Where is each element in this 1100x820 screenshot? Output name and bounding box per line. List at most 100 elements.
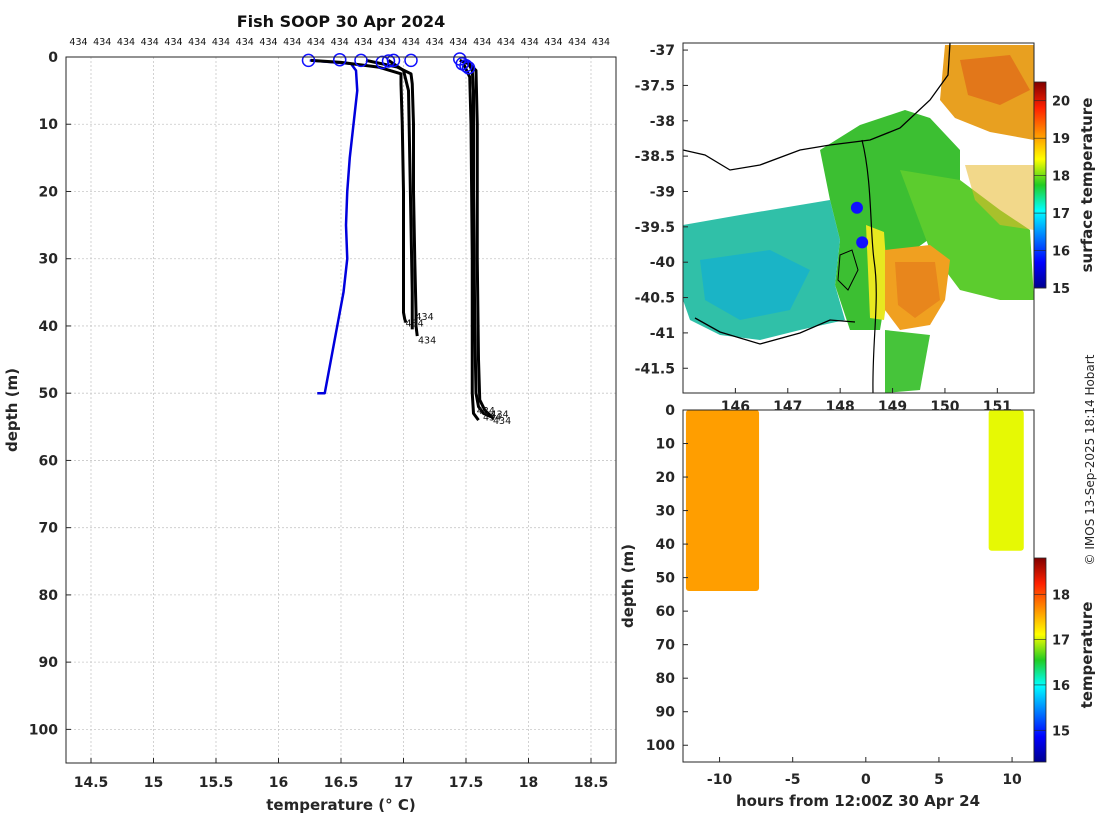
profile-top-label: 434 [521,37,539,48]
profile-x-tick-label: 14.5 [74,775,109,791]
profile-end-label: 434 [491,409,509,420]
profile-x-tick-label: 17.5 [449,775,484,791]
section-x-tick-label: 5 [934,772,944,788]
profile-y-tick-label: 60 [39,453,59,469]
credit-text: © IMOS 13-Sep-2025 18:14 Hobart [1083,354,1097,565]
profile-series [309,58,495,421]
profile-y-tick-label: 20 [39,184,59,200]
map-y-tick-label: -38.5 [635,149,675,165]
profile-line-profile-a [310,58,408,324]
map-y-ticks: -37 -37.5 -38 -38.5 -39 -39.5 -40 -40.5 -41 -41.5 [635,43,688,377]
section-x-ticks: -10 -5 0 5 10 [707,757,1022,788]
profile-y-tick-label: 10 [39,117,59,133]
profile-top-label: 434 [592,37,610,48]
section-panel: -10 -5 0 5 10 0 10 20 30 40 50 60 70 80 90 100 hours f… [619,403,1096,810]
map-y-tick-label: -41 [650,326,675,342]
section-colorbar-tick-label: 17 [1052,634,1070,649]
map-observation-markers [850,201,869,249]
profile-end-label: 434 [477,406,495,417]
map-colorbar-tick-label: 20 [1052,95,1070,110]
profile-y-tick-label: 50 [39,386,59,402]
map-coastline-tasmania [694,317,856,345]
section-y-tick-label: 70 [656,638,676,654]
figure-title: Fish SOOP 30 Apr 2024 [237,12,446,31]
profile-top-label: 434 [378,37,396,48]
profile-end-label: 434 [483,413,501,424]
map-observation-marker [856,236,869,249]
profile-top-label: 434 [426,37,444,48]
map-y-tick-label: -37.5 [635,78,675,94]
profile-grid [66,56,616,763]
profile-line-profile-e [464,59,495,420]
profile-y-tick-label: 80 [39,588,59,604]
sst-northeast-hot [960,55,1030,105]
section-y-tick-label: 30 [656,504,676,520]
profile-top-label: 434 [449,37,467,48]
profile-top-label: 434 [354,37,372,48]
profile-top-label: 434 [93,37,111,48]
profile-end-label: 434 [406,319,424,330]
section-y-ticks: 0 10 20 30 40 50 60 70 80 90 100 [646,403,688,754]
section-y-tick-label: 80 [656,671,676,687]
profile-x-tick-label: 16 [269,775,288,791]
section-y-label: depth (m) [619,544,637,628]
section-x-tick-label: -10 [707,772,733,788]
profile-top-label: 434 [307,37,325,48]
profile-top-label: 434 [117,37,135,48]
profile-line-profile-f [462,63,480,421]
map-y-tick-label: -39.5 [635,220,675,236]
sst-western-cooler [700,250,810,320]
map-colorbar-tick-label: 18 [1052,170,1070,185]
profile-top-label: 434 [69,37,87,48]
map-shelf-contour [861,139,877,393]
profile-x-tick-label: 15 [144,775,163,791]
profile-top-label: 434 [141,37,159,48]
map-sst-field [683,43,1034,393]
map-colorbar-ticks: 15 16 17 18 19 20 [1034,95,1070,297]
map-colorbar [1033,81,1047,289]
profile-end-label: 434 [418,335,436,346]
section-y-tick-label: 0 [665,403,675,419]
profile-x-ticks: 14.5 15 15.5 16 16.5 17 17.5 18 18.5 [74,758,608,791]
profile-y-tick-label: 40 [39,319,59,335]
section-columns [685,410,1024,592]
profile-top-label: 434 [212,37,230,48]
section-colorbar-ticks: 15 16 17 18 [1034,588,1070,739]
profile-surface-marker [386,53,401,68]
profile-y-label: depth (m) [3,368,21,452]
profile-x-label: temperature (° C) [266,796,416,814]
profile-x-tick-label: 15.5 [199,775,234,791]
profile-top-label: 434 [497,37,515,48]
map-colorbar-tick-label: 17 [1052,207,1070,222]
profile-top-label: 434 [283,37,301,48]
section-colorbar-tick-label: 18 [1052,588,1070,603]
map-colorbar-tick-label: 16 [1052,245,1070,260]
map-colorbar-tick-label: 19 [1052,132,1070,147]
profile-end-label: 434 [493,416,511,427]
profile-surface-marker [333,52,347,67]
section-data-column [988,410,1024,551]
sst-south-green [885,330,930,393]
profile-top-label: 434 [331,37,349,48]
profile-x-tick-label: 16.5 [324,775,359,791]
sst-east-green [900,170,1034,300]
map-y-tick-label: -40.5 [635,291,675,307]
section-colorbar-tick-label: 15 [1052,724,1070,739]
section-y-tick-label: 100 [646,738,675,754]
map-observation-marker [850,201,863,214]
sst-east-speckle [965,165,1034,230]
profile-top-label: 434 [473,37,491,48]
profile-line-blue-profile [309,59,359,395]
map-colorbar-tick-label: 15 [1052,282,1070,297]
profile-surface-marker [301,53,316,68]
section-y-tick-label: 50 [656,571,676,587]
section-colorbar [1033,557,1047,763]
profile-end-label: 434 [416,312,434,323]
profile-top-label: 434 [544,37,562,48]
profile-panel: 434 434 434 434 434 434 434 434 434 434 434 434 434 4… [3,37,617,814]
section-colorbar-label: temperature [1078,602,1096,709]
map-y-tick-label: -37 [650,43,675,59]
section-y-tick-label: 60 [656,604,676,620]
profile-top-label: 434 [236,37,254,48]
